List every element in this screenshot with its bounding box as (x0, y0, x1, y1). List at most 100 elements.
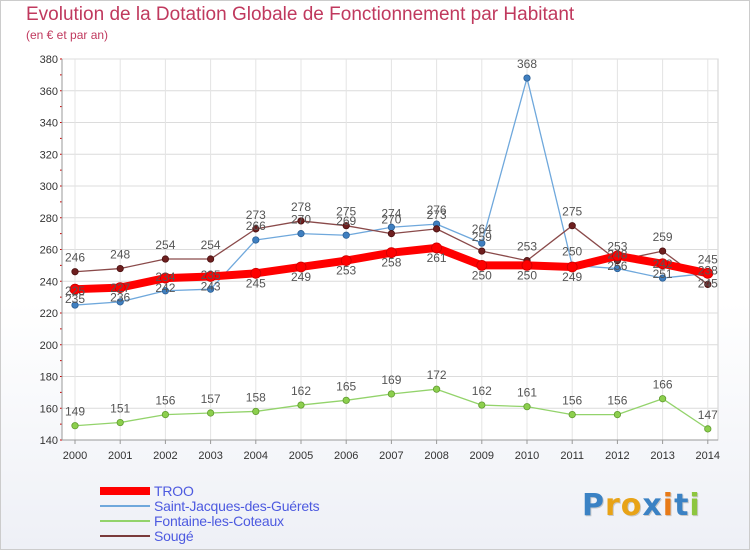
y-tick-label: 240 (40, 276, 58, 288)
series-3-data-label: 259 (472, 230, 492, 244)
series-3-point (116, 264, 124, 273)
legend-label-souge: Sougé (154, 528, 194, 544)
y-tick-label: 160 (40, 403, 58, 415)
series-0-data-label: 251 (653, 267, 673, 281)
series-2-data-label: 158 (246, 390, 266, 404)
series-2-data-label: 166 (653, 378, 673, 392)
legend-swatch-troo (100, 487, 150, 495)
series-1-data-label: 242 (653, 257, 673, 271)
series-2-point (613, 410, 622, 419)
series-2-point (297, 401, 305, 409)
series-3-point (568, 222, 576, 230)
series-1-point (297, 230, 305, 238)
series-1-data-label: 270 (291, 213, 311, 227)
series-2-point (116, 418, 124, 427)
series-3-point (704, 280, 712, 289)
series-0-data-label: 249 (291, 270, 311, 284)
legend-label-fontaine: Fontaine-les-Coteaux (154, 513, 284, 529)
series-0-data-label: 250 (472, 268, 492, 282)
series-0-point (476, 259, 488, 271)
series-2-data-label: 156 (562, 394, 582, 408)
y-tick-label: 220 (40, 308, 58, 320)
y-tick-label: 340 (40, 118, 58, 130)
x-tick-label: 2004 (244, 450, 268, 462)
legend-swatch-fontaine (100, 520, 150, 522)
x-tick-label: 2009 (470, 450, 494, 462)
series-1-point (613, 264, 622, 273)
y-tick-label: 360 (40, 86, 58, 98)
x-tick-label: 2001 (108, 450, 132, 462)
series-3-data-label: 254 (155, 238, 175, 252)
series-2-data-label: 147 (698, 408, 718, 422)
x-tick-label: 2014 (696, 450, 720, 462)
logo-letter: r (605, 488, 621, 523)
y-tick-label: 140 (40, 435, 58, 447)
x-tick-label: 2006 (334, 450, 358, 462)
series-1-point (342, 231, 350, 239)
y-tick-label: 380 (40, 54, 58, 66)
series-2-data-label: 149 (65, 405, 85, 419)
series-1-point (252, 236, 260, 244)
series-3-point (478, 247, 486, 255)
series-0-point (250, 267, 262, 279)
series-0-data-label: 250 (517, 268, 537, 282)
series-1-data-label: 245 (698, 252, 718, 266)
x-tick-label: 2003 (198, 450, 222, 462)
series-2-point (161, 410, 169, 419)
series-1-data-label: 250 (562, 244, 582, 258)
series-3-point (161, 255, 169, 263)
series-0-point (521, 259, 533, 271)
series-3-data-label: 253 (607, 240, 627, 254)
x-tick-label: 2013 (650, 450, 674, 462)
series-3-point (297, 217, 305, 225)
legend-label-troo: TROO (154, 483, 194, 499)
proxiti-logo: Proxiti (582, 488, 701, 523)
series-3-point (342, 222, 350, 230)
series-3-point (71, 268, 79, 276)
series-3-data-label: 238 (698, 263, 718, 277)
series-1-data-label: 227 (110, 281, 130, 295)
series-1-data-label: 235 (201, 268, 221, 282)
series-0-data-label: 236 (110, 291, 130, 305)
series-3-data-label: 253 (517, 240, 537, 254)
series-3-point (387, 230, 395, 238)
series-3-point (252, 225, 260, 233)
logo-letter: i (662, 488, 675, 523)
series-0-point (566, 261, 578, 273)
series-1-point (478, 239, 486, 247)
series-0-point (69, 283, 81, 295)
y-tick-label: 200 (40, 340, 58, 352)
x-tick-label: 2007 (379, 450, 403, 462)
series-1-data-label: 274 (381, 206, 401, 220)
series-0-point (205, 271, 217, 282)
series-1-data-label: 276 (427, 203, 447, 217)
x-tick-label: 2005 (289, 450, 313, 462)
series-0-point (431, 242, 443, 254)
series-1-data-label: 266 (246, 219, 266, 233)
series-1-point (523, 74, 531, 82)
series-3-data-label: 275 (562, 205, 582, 219)
series-1-data-label: 234 (155, 270, 175, 284)
series-1-point (207, 285, 215, 293)
legend-swatch-souge (100, 535, 150, 537)
series-1-data-label: 269 (336, 214, 356, 228)
y-tick-label: 320 (40, 149, 58, 161)
series-3-data-label: 254 (201, 238, 221, 252)
series-3-data-label: 273 (246, 208, 266, 222)
series-2-data-label: 165 (336, 379, 356, 393)
series-3-data-label: 275 (336, 205, 356, 219)
series-3-data-label: 259 (653, 230, 673, 244)
series-2-point (387, 390, 395, 398)
y-tick-label: 180 (40, 372, 58, 384)
series-2-data-label: 157 (201, 392, 221, 406)
logo-letter: t (674, 488, 690, 523)
series-2-point (478, 401, 486, 409)
y-tick-label: 280 (40, 213, 58, 225)
series-0-data-label: 253 (336, 264, 356, 278)
series-0-data-label: 245 (698, 276, 718, 290)
x-tick-label: 2008 (424, 450, 448, 462)
logo-letter: x (642, 488, 663, 523)
series-3-point (207, 255, 215, 263)
x-tick-label: 2011 (560, 450, 584, 462)
